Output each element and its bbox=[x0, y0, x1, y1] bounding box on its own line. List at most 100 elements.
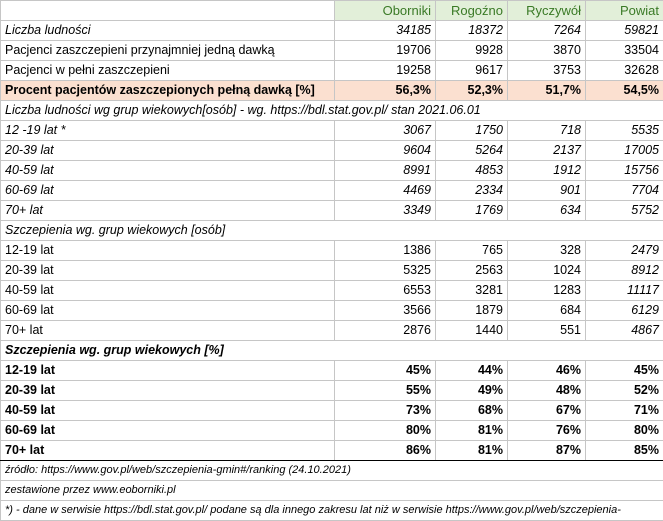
cell[interactable]: 80% bbox=[334, 420, 436, 441]
cell[interactable]: 7704 bbox=[585, 180, 663, 201]
cell[interactable]: 3281 bbox=[435, 280, 508, 301]
cell[interactable]: 17005 bbox=[585, 140, 663, 161]
section-title[interactable]: Szczepienia wg. grup wiekowych [osób] bbox=[0, 220, 663, 241]
cell[interactable]: 1024 bbox=[507, 260, 586, 281]
cell[interactable]: 3349 bbox=[334, 200, 436, 221]
row-label[interactable]: Pacjenci w pełni zaszczepieni bbox=[0, 60, 335, 81]
header-ryczywol[interactable]: Ryczywół bbox=[507, 0, 586, 21]
cell[interactable]: 86% bbox=[334, 440, 436, 461]
row-label[interactable]: Pacjenci zaszczepieni przynajmniej jedną… bbox=[0, 40, 335, 61]
cell[interactable]: 5535 bbox=[585, 120, 663, 141]
cell[interactable]: 1879 bbox=[435, 300, 508, 321]
cell[interactable]: 76% bbox=[507, 420, 586, 441]
row-label[interactable]: 40-59 lat bbox=[0, 280, 335, 301]
cell[interactable]: 6129 bbox=[585, 300, 663, 321]
cell[interactable]: 81% bbox=[435, 440, 508, 461]
cell[interactable]: 328 bbox=[507, 240, 586, 261]
cell[interactable]: 18372 bbox=[435, 20, 508, 41]
row-label[interactable]: 60-69 lat bbox=[0, 180, 335, 201]
cell[interactable]: 51,7% bbox=[507, 80, 586, 101]
cell[interactable]: 1912 bbox=[507, 160, 586, 181]
row-label[interactable]: 70+ lat bbox=[0, 440, 335, 461]
cell[interactable]: 52,3% bbox=[435, 80, 508, 101]
cell[interactable]: 3566 bbox=[334, 300, 436, 321]
cell[interactable]: 1283 bbox=[507, 280, 586, 301]
cell[interactable]: 6553 bbox=[334, 280, 436, 301]
cell[interactable]: 2563 bbox=[435, 260, 508, 281]
row-label[interactable]: Liczba ludności bbox=[0, 20, 335, 41]
header-oborniki[interactable]: Oborniki bbox=[334, 0, 436, 21]
cell[interactable]: 3753 bbox=[507, 60, 586, 81]
row-label[interactable]: 70+ lat bbox=[0, 320, 335, 341]
cell[interactable]: 80% bbox=[585, 420, 663, 441]
row-label[interactable]: 12-19 lat bbox=[0, 240, 335, 261]
cell[interactable]: 5752 bbox=[585, 200, 663, 221]
section-title[interactable]: Liczba ludności wg grup wiekowych[osób] … bbox=[0, 100, 663, 121]
cell[interactable]: 46% bbox=[507, 360, 586, 381]
source-note[interactable]: źródło: https://www.gov.pl/web/szczepien… bbox=[0, 460, 663, 481]
compiled-note[interactable]: zestawione przez www.eoborniki.pl bbox=[0, 480, 663, 501]
cell[interactable]: 3870 bbox=[507, 40, 586, 61]
cell[interactable]: 1440 bbox=[435, 320, 508, 341]
cell[interactable]: 9617 bbox=[435, 60, 508, 81]
cell[interactable]: 11117 bbox=[585, 280, 663, 301]
cell[interactable]: 4853 bbox=[435, 160, 508, 181]
cell[interactable]: 45% bbox=[334, 360, 436, 381]
cell[interactable]: 59821 bbox=[585, 20, 663, 41]
cell[interactable]: 55% bbox=[334, 380, 436, 401]
cell[interactable]: 1769 bbox=[435, 200, 508, 221]
row-label[interactable]: 60-69 lat bbox=[0, 300, 335, 321]
cell[interactable]: 19706 bbox=[334, 40, 436, 61]
cell[interactable]: 15756 bbox=[585, 160, 663, 181]
cell[interactable]: 44% bbox=[435, 360, 508, 381]
cell[interactable]: 68% bbox=[435, 400, 508, 421]
header-powiat[interactable]: Powiat bbox=[585, 0, 663, 21]
row-label[interactable]: 12 -19 lat * bbox=[0, 120, 335, 141]
cell[interactable]: 9928 bbox=[435, 40, 508, 61]
cell[interactable]: 2137 bbox=[507, 140, 586, 161]
row-label[interactable]: Procent pacjentów zaszczepionych pełną d… bbox=[0, 80, 335, 101]
cell[interactable]: 2876 bbox=[334, 320, 436, 341]
row-label[interactable]: 12-19 lat bbox=[0, 360, 335, 381]
cell[interactable]: 2334 bbox=[435, 180, 508, 201]
row-label[interactable]: 20-39 lat bbox=[0, 260, 335, 281]
header-rogozno[interactable]: Rogoźno bbox=[435, 0, 508, 21]
cell[interactable]: 1386 bbox=[334, 240, 436, 261]
cell[interactable]: 4867 bbox=[585, 320, 663, 341]
cell[interactable]: 2479 bbox=[585, 240, 663, 261]
cell[interactable]: 901 bbox=[507, 180, 586, 201]
cell[interactable]: 56,3% bbox=[334, 80, 436, 101]
cell[interactable]: 684 bbox=[507, 300, 586, 321]
cell[interactable]: 5264 bbox=[435, 140, 508, 161]
cell[interactable]: 71% bbox=[585, 400, 663, 421]
row-label[interactable]: 60-69 lat bbox=[0, 420, 335, 441]
cell[interactable]: 1750 bbox=[435, 120, 508, 141]
cell[interactable]: 52% bbox=[585, 380, 663, 401]
cell[interactable]: 87% bbox=[507, 440, 586, 461]
cell[interactable]: 32628 bbox=[585, 60, 663, 81]
cell[interactable]: 8912 bbox=[585, 260, 663, 281]
cell[interactable]: 4469 bbox=[334, 180, 436, 201]
cell[interactable]: 3067 bbox=[334, 120, 436, 141]
cell[interactable]: 49% bbox=[435, 380, 508, 401]
row-label[interactable]: 20-39 lat bbox=[0, 140, 335, 161]
cell[interactable]: 48% bbox=[507, 380, 586, 401]
section-title[interactable]: Szczepienia wg. grup wiekowych [%] bbox=[0, 340, 663, 361]
footnote[interactable]: *) - dane w serwisie https://bdl.stat.go… bbox=[0, 500, 663, 521]
cell[interactable]: 5325 bbox=[334, 260, 436, 281]
cell[interactable]: 9604 bbox=[334, 140, 436, 161]
cell[interactable]: 765 bbox=[435, 240, 508, 261]
row-label[interactable]: 70+ lat bbox=[0, 200, 335, 221]
cell[interactable]: 81% bbox=[435, 420, 508, 441]
cell[interactable]: 34185 bbox=[334, 20, 436, 41]
cell[interactable]: 33504 bbox=[585, 40, 663, 61]
cell[interactable]: 8991 bbox=[334, 160, 436, 181]
cell[interactable]: 67% bbox=[507, 400, 586, 421]
row-label[interactable]: 40-59 lat bbox=[0, 160, 335, 181]
cell[interactable]: 634 bbox=[507, 200, 586, 221]
cell[interactable]: 45% bbox=[585, 360, 663, 381]
cell[interactable]: 7264 bbox=[507, 20, 586, 41]
cell[interactable]: 19258 bbox=[334, 60, 436, 81]
cell[interactable]: 718 bbox=[507, 120, 586, 141]
cell[interactable]: 73% bbox=[334, 400, 436, 421]
